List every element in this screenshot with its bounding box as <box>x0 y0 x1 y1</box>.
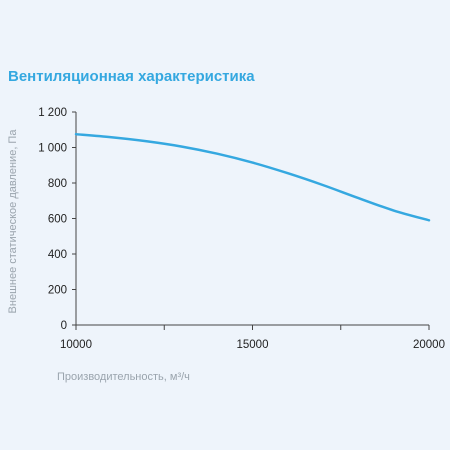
axes <box>75 112 429 326</box>
y-tick-label: 1 200 <box>38 107 67 119</box>
y-tick-label: 0 <box>61 320 67 332</box>
series-line <box>74 132 431 222</box>
x-tick-label: 10000 <box>60 339 92 351</box>
y-tick-label: 800 <box>48 178 67 190</box>
x-tick-label: 20000 <box>413 339 445 351</box>
x-axis-label: Производительность, м³/ч <box>57 371 190 383</box>
y-axis-label: Внешнее статическое давление, Па <box>7 129 19 314</box>
x-tick-label: 15000 <box>237 339 269 351</box>
y-tick-label: 200 <box>48 285 67 297</box>
y-tick-label: 400 <box>48 249 67 261</box>
chart-title: Вентиляционная характеристика <box>8 68 255 85</box>
y-tick-label: 600 <box>48 214 67 226</box>
series-layer <box>74 132 431 222</box>
y-tick-label: 1 000 <box>38 143 67 155</box>
